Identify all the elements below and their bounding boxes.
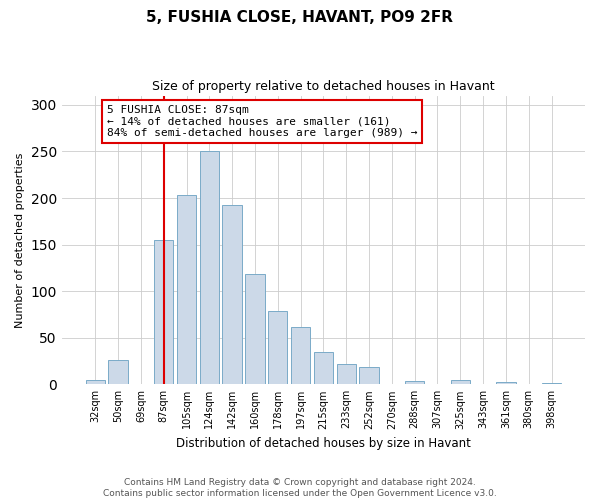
Bar [86, 380, 105, 384]
Bar [223, 206, 242, 384]
Y-axis label: Number of detached properties: Number of detached properties [15, 152, 25, 328]
Bar [314, 352, 333, 384]
Bar [268, 310, 287, 384]
Title: Size of property relative to detached houses in Havant: Size of property relative to detached ho… [152, 80, 495, 93]
Text: 5, FUSHIA CLOSE, HAVANT, PO9 2FR: 5, FUSHIA CLOSE, HAVANT, PO9 2FR [146, 10, 454, 25]
Bar [337, 364, 356, 384]
Bar [496, 382, 515, 384]
Bar [245, 274, 265, 384]
Bar [154, 240, 173, 384]
Bar [359, 366, 379, 384]
Bar [109, 360, 128, 384]
Bar [291, 328, 310, 384]
Bar [405, 380, 424, 384]
Bar [451, 380, 470, 384]
Bar [177, 195, 196, 384]
Text: 5 FUSHIA CLOSE: 87sqm
← 14% of detached houses are smaller (161)
84% of semi-det: 5 FUSHIA CLOSE: 87sqm ← 14% of detached … [107, 105, 417, 138]
Text: Contains HM Land Registry data © Crown copyright and database right 2024.
Contai: Contains HM Land Registry data © Crown c… [103, 478, 497, 498]
X-axis label: Distribution of detached houses by size in Havant: Distribution of detached houses by size … [176, 437, 471, 450]
Bar [200, 152, 219, 384]
